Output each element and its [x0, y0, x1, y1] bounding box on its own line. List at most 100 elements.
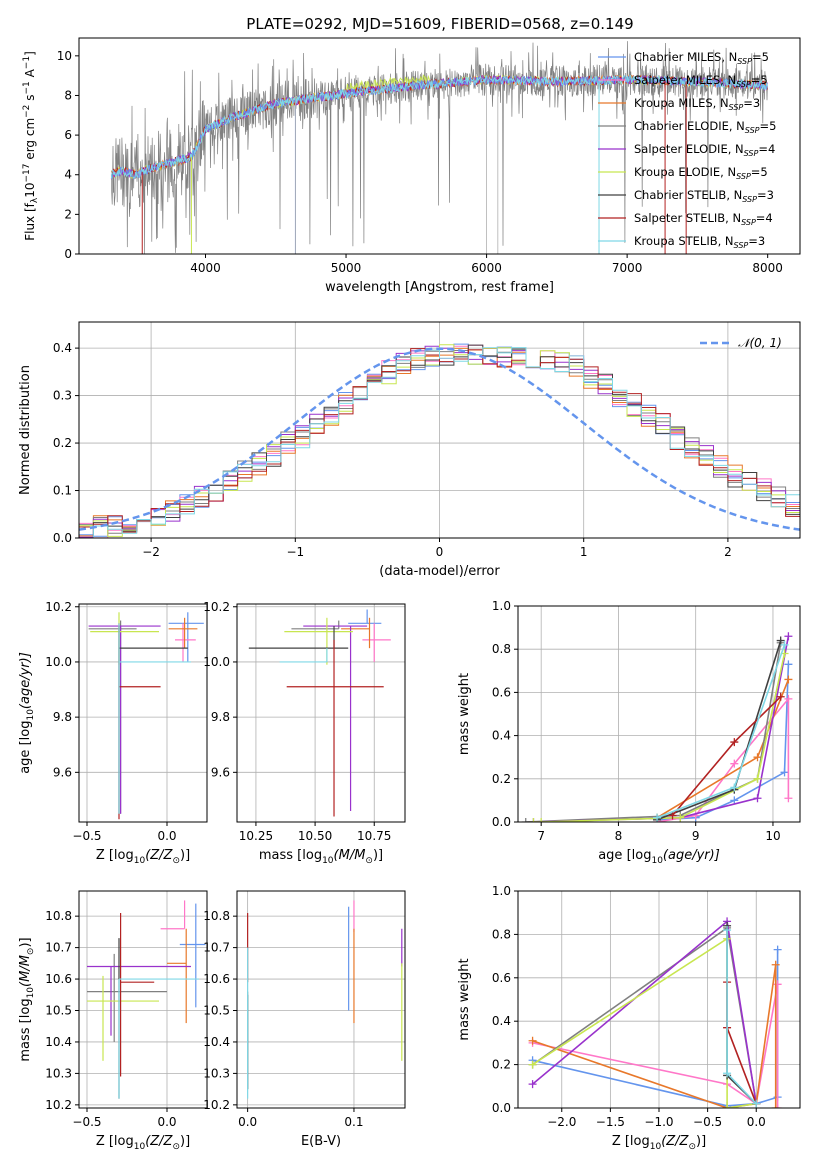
- y-tick-label: 0.4: [492, 1014, 511, 1028]
- y-tick-label: 10.0: [203, 655, 230, 669]
- spectrum-x-axis-label: wavelength [Angstrom, rest frame]: [325, 280, 554, 295]
- weight-marker: [773, 980, 782, 989]
- errorbar-kroupa_miles: [168, 617, 198, 649]
- errorbar-salpeter_miles: [175, 623, 196, 662]
- errorbar-salpeter_miles: [160, 900, 186, 930]
- weight-marker: [784, 694, 793, 703]
- weight_vs_z-y-axis-label: mass weight: [457, 958, 472, 1040]
- x-tick-label: 10: [765, 829, 780, 843]
- x-tick-label: −1: [286, 545, 304, 559]
- errorbar-chabrier_elodie: [87, 953, 167, 1042]
- y-tick-label: 0.6: [492, 971, 511, 985]
- x-tick-label: 8000: [752, 261, 783, 275]
- weight_vs_z-plot-area: [528, 917, 782, 1108]
- weight-marker: [723, 926, 732, 935]
- x-tick-label: 9: [692, 829, 700, 843]
- weight-series-salpeter_stelib: [668, 692, 785, 820]
- y-tick-label: 0.6: [492, 685, 511, 699]
- y-tick-label: 0.8: [492, 927, 511, 941]
- weight-marker: [773, 1104, 782, 1108]
- weight-marker: [691, 811, 700, 820]
- weight-line: [532, 919, 757, 1104]
- y-tick-label: 10.6: [203, 972, 230, 986]
- x-tick-label: −0.5: [72, 829, 101, 843]
- legend-item: Salpeter ELODIE, NSSP=4: [598, 142, 775, 158]
- legend-label: Salpeter STELIB, NSSP=4: [634, 211, 773, 227]
- weight-line: [532, 926, 757, 1104]
- x-tick-label: 10.25: [239, 829, 273, 843]
- weight_vs_z-panel: −2.0 −1.5 −1.0 −0.5 0.0 0.0 0.2 0.4 0.6 0.8 1.0 Z […: [457, 884, 801, 1152]
- legend-item: Chabrier MILES, NSSP=5: [598, 50, 769, 66]
- weight-line: [726, 982, 757, 1104]
- legend-label: Salpeter MILES, NSSP=5: [634, 73, 768, 89]
- y-tick-label: 9.8: [53, 710, 72, 724]
- mass_vs_z-frame: [78, 890, 208, 1109]
- legend-label: Salpeter ELODIE, NSSP=4: [634, 142, 775, 158]
- x-tick-label: 10.50: [298, 829, 332, 843]
- errorbar-kroupa_stelib: [279, 648, 328, 663]
- weight-series-chabrier_miles: [653, 660, 793, 822]
- y-tick-label: 9.6: [211, 765, 230, 779]
- weight-marker: [730, 759, 739, 768]
- legend-label: Kroupa MILES, NSSP=3: [634, 96, 760, 112]
- histogram-kroupa_stelib: [79, 347, 800, 538]
- y-tick-label: 0.8: [492, 642, 511, 656]
- x-tick-label: 0.0: [238, 1115, 257, 1129]
- x-tick-label: −0.5: [72, 1115, 101, 1129]
- weight-series-kroupa_elodie: [528, 934, 761, 1108]
- residuals-y-axis-label: Normed distribution: [18, 365, 33, 495]
- residuals-x-axis-label: (data-model)/error: [379, 564, 500, 579]
- age_vs_z-plot-area: [88, 612, 204, 820]
- weight-marker: [776, 636, 785, 645]
- x-tick-label: 5000: [331, 261, 362, 275]
- age_vs_mass-panel: 10.25 10.50 10.75 9.6 9.8 10.0 10.2 mass [log10…: [203, 600, 406, 866]
- y-tick-label: 10.8: [45, 909, 72, 923]
- age_vs_z-y-axis-label: age [log10(age/yr)]: [18, 652, 36, 774]
- residuals-panel: −2 −1 0 1 2 0.0 0.1 0.2 0.3 0.4 (data-model)/error…: [18, 321, 801, 579]
- errorbar-kroupa_stelib: [118, 978, 199, 1099]
- x-tick-label: 8: [615, 829, 623, 843]
- x-tick-label: 10.75: [357, 829, 391, 843]
- errorbar-chabrier_stelib: [118, 626, 188, 814]
- weight-marker: [771, 960, 780, 969]
- weight-marker: [528, 1080, 537, 1089]
- y-tick-label: 10.4: [45, 1035, 72, 1049]
- model-spectrum-kroupa_stelib: [110, 74, 768, 180]
- y-tick-label: 0: [64, 247, 72, 261]
- x-tick-label: 7: [537, 829, 545, 843]
- errorbar-salpeter_stelib: [286, 639, 384, 817]
- y-tick-label: 0.3: [53, 389, 72, 403]
- weight-marker: [771, 1104, 780, 1108]
- y-tick-label: 9.8: [211, 710, 230, 724]
- weight-marker: [730, 738, 739, 747]
- y-tick-label: 0.4: [492, 729, 511, 743]
- mass_vs_ebv-panel: 0.0 0.1 10.2 10.3 10.4 10.5 10.6 10.7 10.8 E(B-V): [203, 890, 406, 1149]
- legend-item: Kroupa MILES, NSSP=3: [598, 96, 760, 112]
- errorbar-kroupa_elodie: [87, 975, 159, 1061]
- errorbar-kroupa_miles: [341, 617, 371, 649]
- weight-marker: [753, 753, 762, 762]
- y-tick-label: 0.2: [492, 772, 511, 786]
- x-tick-label: 6000: [471, 261, 502, 275]
- mass_vs_ebv-plot-area: [247, 900, 403, 1099]
- x-tick-label: −1.5: [596, 1115, 625, 1129]
- y-tick-label: 9.6: [53, 765, 72, 779]
- legend-item: Kroupa ELODIE, NSSP=5: [598, 165, 768, 181]
- legend-item: Kroupa STELIB, NSSP=3: [598, 234, 765, 250]
- errorbar-salpeter_elodie: [88, 625, 161, 814]
- x-tick-label: −1.0: [644, 1115, 673, 1129]
- observed-spectrum-line: [110, 41, 768, 254]
- x-tick-label: 0.1: [344, 1115, 363, 1129]
- errorbar-chabrier_miles: [179, 903, 206, 1008]
- weight-marker: [780, 768, 789, 777]
- weight-marker: [780, 640, 789, 649]
- weight-marker: [753, 774, 762, 783]
- weight-marker: [653, 813, 662, 822]
- weight_vs_age-frame: [517, 605, 801, 823]
- spectrum-frame: [78, 37, 801, 255]
- weight-marker: [668, 811, 677, 820]
- weight_vs_age-x-axis-label: age [log10(age/yr)]: [598, 848, 720, 866]
- mass_vs_z-x-axis-label: Z [log10(Z/Z⊙)]: [96, 1134, 190, 1152]
- y-tick-label: 10.7: [45, 941, 72, 955]
- legend-item: Salpeter STELIB, NSSP=4: [598, 211, 773, 227]
